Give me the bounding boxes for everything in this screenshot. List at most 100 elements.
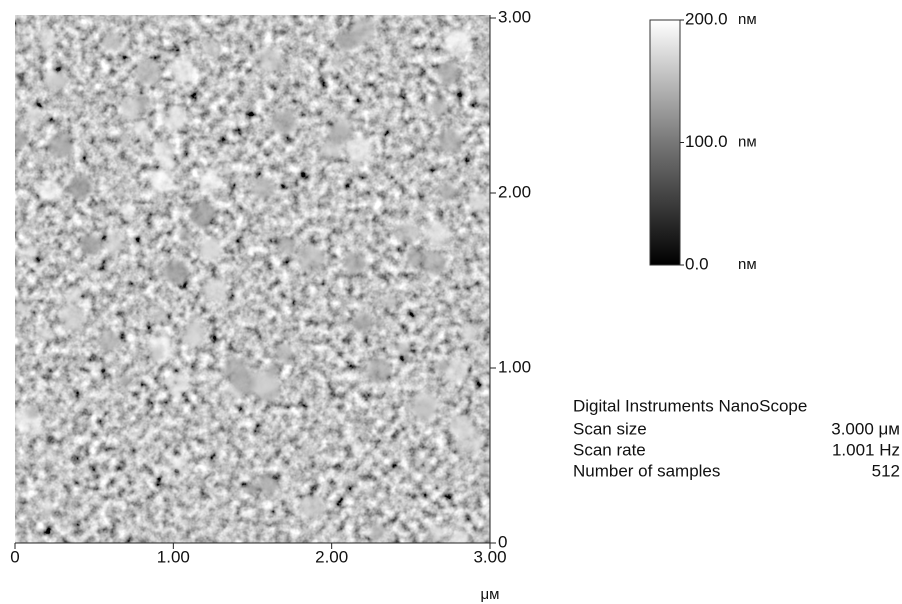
colorbar-label: 200.0 — [685, 9, 728, 28]
grain — [397, 341, 411, 356]
grain — [199, 169, 221, 192]
grain — [154, 139, 172, 157]
y-tick-label: 0 — [498, 532, 507, 551]
grain — [381, 386, 392, 397]
grain — [166, 372, 189, 396]
grain — [468, 192, 489, 213]
grain — [183, 328, 203, 349]
grain — [444, 29, 471, 56]
grain — [37, 327, 51, 341]
grain — [374, 319, 383, 328]
grain — [102, 32, 122, 52]
grain — [437, 62, 460, 85]
grain — [336, 30, 357, 51]
grain — [149, 168, 174, 193]
grain — [164, 259, 189, 284]
grain — [299, 246, 325, 272]
grain — [38, 179, 59, 200]
grain — [428, 525, 444, 541]
grain — [358, 224, 367, 233]
grain — [221, 166, 232, 177]
grain — [252, 178, 274, 200]
grain — [425, 221, 449, 246]
x-tick-label: 2.00 — [315, 547, 348, 566]
info-label: Scan size — [573, 419, 647, 438]
grain — [59, 305, 85, 331]
grain — [149, 347, 163, 361]
grain — [119, 204, 133, 218]
grain — [48, 133, 73, 158]
grain — [22, 246, 36, 260]
grain — [15, 129, 28, 149]
info-label: Scan rate — [573, 440, 646, 459]
grain — [352, 17, 375, 40]
grain — [128, 432, 137, 442]
grain — [200, 238, 223, 260]
grain — [224, 357, 248, 381]
grain — [406, 249, 425, 268]
grain — [268, 363, 280, 375]
grain — [172, 390, 182, 400]
grain — [328, 122, 351, 145]
grain — [161, 105, 186, 131]
grain — [42, 502, 56, 516]
grain — [258, 474, 278, 495]
grain — [275, 344, 294, 363]
grain — [462, 326, 478, 342]
grain — [272, 110, 297, 135]
info-value: 1.001 Hz — [832, 440, 900, 459]
grain — [178, 228, 192, 242]
colorbar — [649, 19, 681, 266]
grain — [171, 457, 187, 472]
colorbar-unit: nм — [738, 11, 757, 28]
afm-texture — [15, 15, 490, 543]
grain — [422, 250, 447, 275]
grain — [475, 87, 489, 101]
grain — [133, 120, 150, 136]
grain — [118, 133, 130, 145]
grain — [371, 524, 386, 539]
x-tick-label: 3.00 — [473, 547, 506, 566]
grain — [37, 30, 55, 49]
y-tick-label: 1.00 — [498, 357, 531, 376]
grain — [383, 294, 398, 309]
grain — [278, 236, 296, 254]
x-tick-label: 1.00 — [157, 547, 190, 566]
grain — [25, 107, 42, 125]
y-tick-label: 2.00 — [498, 182, 531, 201]
grain — [45, 71, 65, 91]
grain — [413, 400, 434, 422]
grain — [26, 407, 39, 420]
grain — [345, 136, 371, 162]
grain — [438, 183, 457, 201]
colorbar-unit: nм — [738, 256, 757, 273]
grain — [120, 98, 141, 120]
info-label: Number of samples — [573, 461, 720, 480]
afm-grains — [15, 17, 490, 543]
grain — [105, 234, 125, 254]
grain — [135, 61, 160, 86]
grain — [93, 362, 103, 372]
grain — [154, 312, 167, 324]
grain — [203, 40, 218, 55]
x-tick-label: 0 — [10, 547, 19, 566]
grain — [159, 154, 177, 172]
grain — [332, 58, 344, 70]
grain — [80, 234, 101, 254]
grain — [98, 330, 120, 351]
grain — [203, 277, 227, 302]
grain — [479, 464, 490, 475]
grain — [438, 129, 463, 153]
grain — [352, 442, 362, 452]
grain — [258, 47, 282, 71]
grain — [451, 530, 468, 543]
grain — [245, 482, 258, 495]
grain — [436, 360, 448, 372]
colorbar-label: 100.0 — [685, 132, 728, 151]
grain — [458, 428, 483, 453]
grain — [396, 222, 419, 244]
grain — [445, 359, 468, 382]
y-tick-label: 3.00 — [498, 7, 531, 26]
grain — [344, 253, 367, 275]
